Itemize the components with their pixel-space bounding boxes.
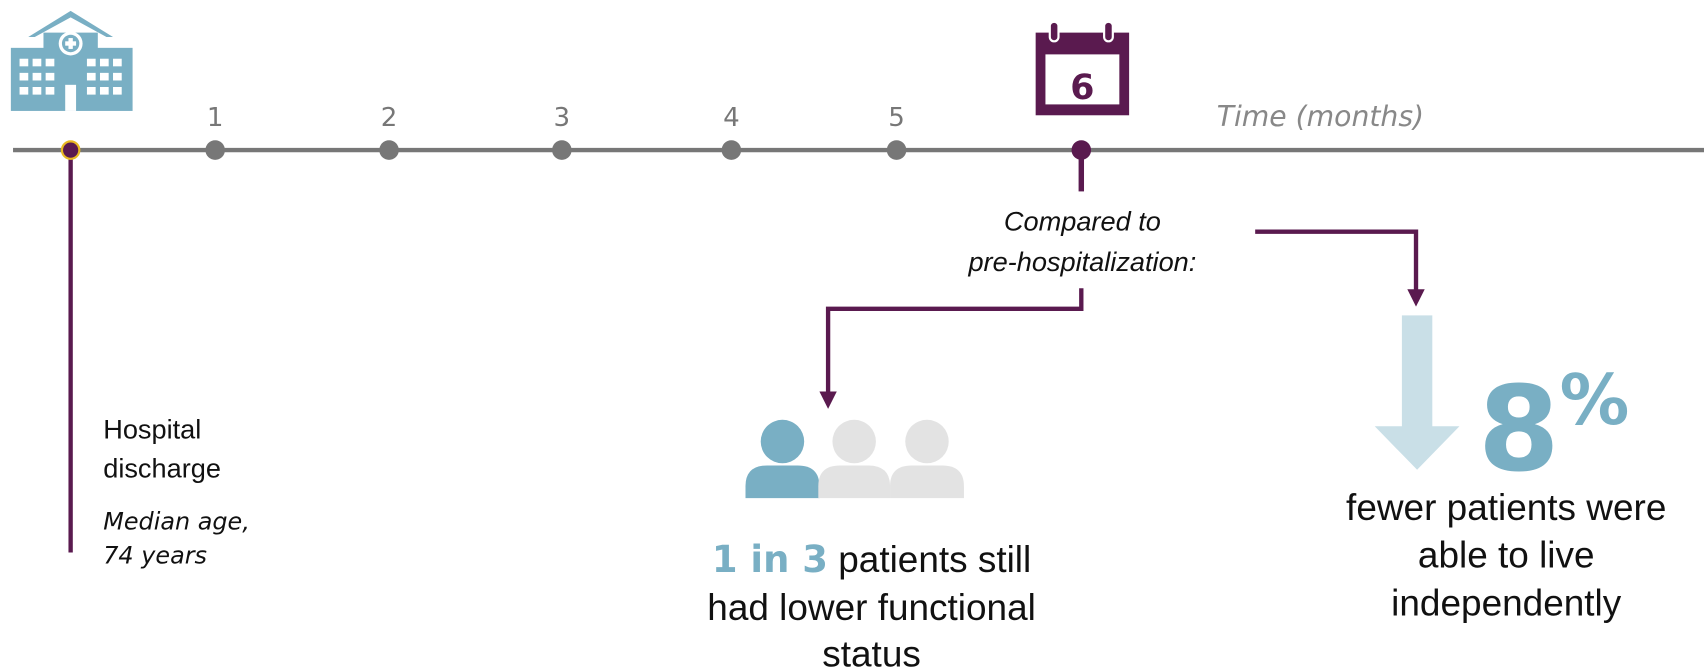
comparison-text: Compared to	[1004, 206, 1161, 237]
calendar-month: 6	[1070, 68, 1094, 108]
tick-dot	[886, 140, 907, 160]
tick-label: 3	[554, 103, 571, 133]
independence-text: fewer patients were	[1346, 487, 1666, 528]
tick-label: 1	[207, 103, 224, 133]
functional-text: patients still	[828, 539, 1031, 580]
highlight: 1 in 3	[712, 538, 828, 581]
functional-text: status	[822, 634, 921, 671]
age-label: Median age,	[103, 508, 250, 536]
arrow-head	[1407, 289, 1425, 307]
functional-text: 1 in 3 patients still	[712, 538, 1031, 581]
big-value: 8%	[1478, 360, 1629, 498]
tick-group: 1 2 3 4 5	[205, 103, 907, 160]
independence-text: able to live	[1418, 535, 1595, 576]
tick-label: 2	[381, 103, 398, 133]
tick-dot	[721, 140, 742, 160]
independence-text: independently	[1391, 583, 1622, 624]
unit: %	[1560, 360, 1630, 441]
month-six-dot	[1071, 140, 1092, 160]
arrow-head	[819, 391, 837, 409]
tick-dot	[379, 140, 399, 160]
axis-label: Time (months)	[1217, 100, 1424, 133]
value: 8	[1478, 361, 1560, 498]
functional-text: had lower functional	[707, 587, 1036, 628]
hospital-icon	[10, 10, 133, 111]
tick-label: 5	[888, 103, 905, 133]
discharge-label: Hospital	[103, 413, 201, 444]
tick-dot	[205, 140, 225, 160]
age-label: 74 years	[103, 541, 207, 569]
tick-dot	[552, 140, 572, 160]
calendar-icon: 6	[1035, 20, 1130, 116]
down-arrow	[1374, 315, 1460, 470]
discharge-label: discharge	[103, 452, 221, 483]
discharge-dot	[60, 140, 81, 160]
people-icon	[745, 419, 964, 499]
arrow	[825, 288, 1084, 394]
arrow	[1255, 229, 1419, 292]
comparison-text: pre-hospitalization:	[967, 246, 1196, 277]
tick-label: 4	[723, 103, 740, 133]
